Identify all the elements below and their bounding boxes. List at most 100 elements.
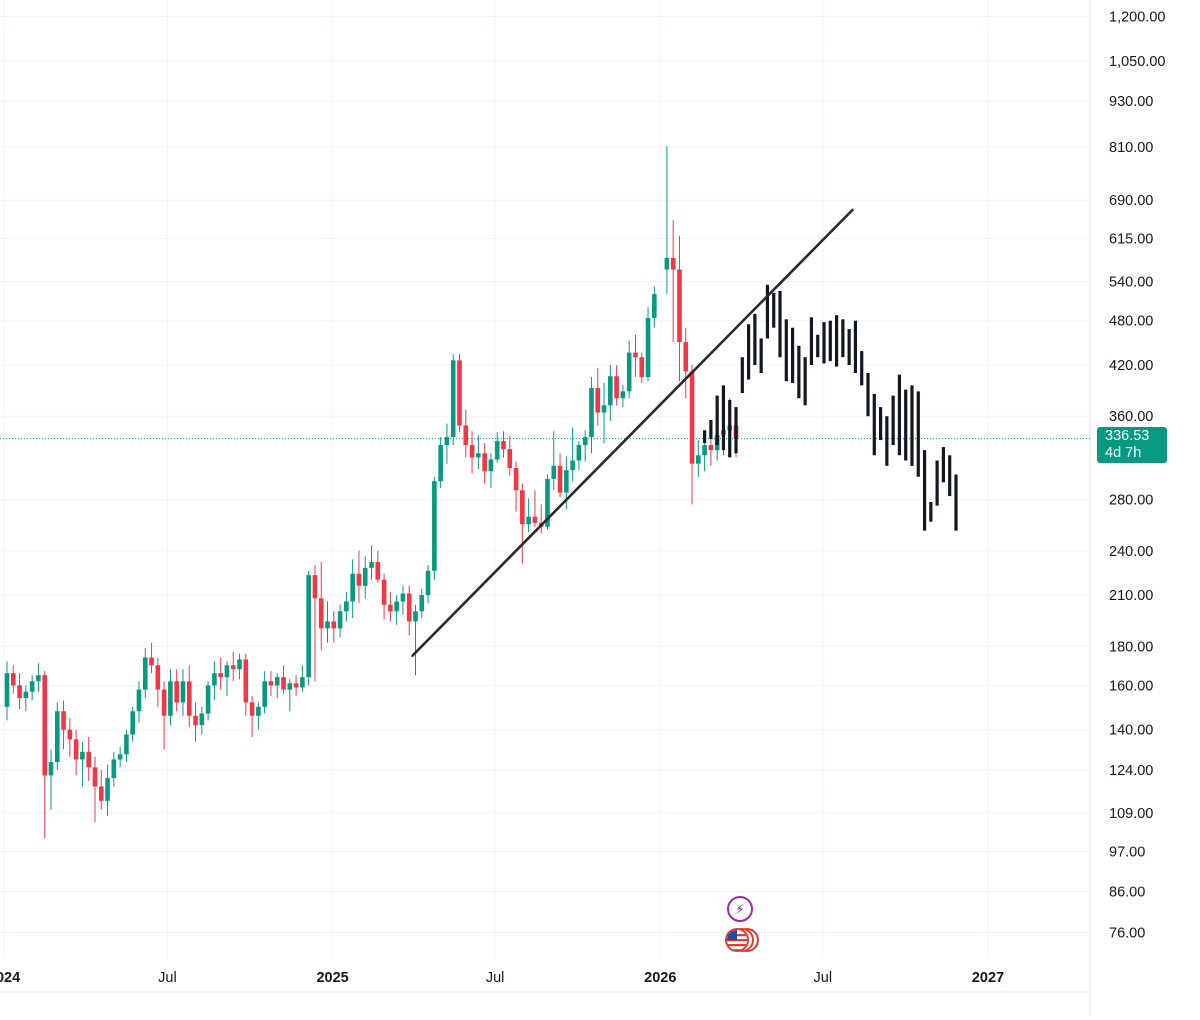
candle — [262, 671, 267, 714]
candle — [645, 307, 651, 382]
candle-body — [689, 371, 695, 464]
candle-body — [48, 762, 54, 776]
candle — [256, 702, 261, 730]
candle — [243, 653, 249, 716]
candle-body — [601, 405, 607, 413]
candle-body — [406, 593, 412, 622]
candle — [469, 431, 475, 474]
candle — [526, 498, 531, 532]
candle-body — [186, 681, 192, 716]
candle-body — [243, 659, 249, 703]
candle — [149, 642, 154, 674]
candle-body — [212, 673, 217, 686]
candle — [287, 679, 293, 712]
y-tick-label: 160.00 — [1109, 678, 1153, 694]
candle-body — [36, 675, 41, 682]
candle — [92, 756, 98, 823]
candle — [557, 453, 563, 498]
candle — [501, 431, 506, 458]
x-tick-label: 2025 — [316, 970, 348, 986]
candle — [639, 352, 645, 383]
candle-body — [142, 657, 148, 690]
x-tick-label: 2027 — [972, 970, 1004, 986]
candle — [576, 441, 582, 471]
candle-body — [61, 711, 66, 730]
candle — [80, 741, 85, 787]
x-tick-label: Jul — [158, 970, 177, 986]
candle-body — [117, 754, 123, 760]
candle-body — [608, 376, 613, 406]
candle-body — [683, 342, 689, 372]
y-tick-label: 124.00 — [1109, 763, 1153, 779]
candle-body — [400, 593, 406, 602]
candle-body — [293, 683, 299, 688]
candle-body — [494, 441, 500, 460]
candle-body — [249, 702, 255, 716]
candle — [161, 681, 167, 750]
candle — [689, 365, 695, 505]
candle — [274, 673, 280, 699]
candle-body — [469, 445, 475, 458]
y-tick-label: 240.00 — [1109, 544, 1153, 560]
candle-body — [325, 621, 330, 629]
candle-body — [155, 665, 161, 690]
candle — [381, 573, 387, 620]
candle-body — [224, 665, 230, 678]
candle-body — [394, 601, 399, 612]
lightning-event-icon[interactable]: ⚡︎ — [727, 896, 753, 922]
candle-body — [507, 449, 513, 468]
candle-body — [614, 376, 619, 399]
candle — [331, 611, 337, 643]
x-tick-label: Jul — [486, 970, 505, 986]
candle-body — [29, 681, 35, 692]
candle — [4, 661, 10, 721]
candle-body — [86, 751, 92, 768]
candle — [551, 431, 557, 491]
y-tick-label: 480.00 — [1109, 314, 1153, 330]
candle-body — [664, 257, 670, 270]
candle — [268, 671, 274, 696]
y-tick-label: 140.00 — [1109, 723, 1153, 739]
candle — [488, 453, 494, 488]
y-tick-label: 1,050.00 — [1109, 54, 1165, 70]
candle — [42, 671, 48, 839]
candle — [249, 695, 255, 737]
candle-body — [501, 441, 506, 450]
candle-body — [450, 360, 456, 438]
candle-body — [199, 713, 205, 726]
candle — [444, 423, 450, 464]
candle-body — [702, 445, 707, 456]
candle — [230, 651, 236, 682]
candle-body — [344, 601, 349, 612]
candle — [350, 559, 355, 619]
candle-body — [193, 715, 198, 726]
candle — [394, 595, 399, 625]
x-tick-label: 2024 — [0, 970, 20, 986]
candle-body — [73, 739, 79, 760]
us-flag-event-icon[interactable] — [725, 926, 761, 954]
candle-body — [237, 659, 242, 670]
candle — [589, 377, 594, 454]
candle — [356, 550, 362, 604]
candle-body — [375, 562, 381, 580]
candle — [344, 591, 349, 622]
candle-body — [130, 711, 135, 735]
candle — [601, 382, 607, 444]
candle — [463, 409, 469, 458]
candle — [174, 669, 179, 712]
candle-body — [136, 689, 142, 712]
candle-body — [174, 681, 179, 703]
candle-body — [180, 681, 186, 703]
candle-body — [80, 751, 85, 760]
candle — [375, 550, 381, 583]
candle — [457, 354, 462, 433]
candle-body — [149, 657, 154, 666]
candle-body — [696, 455, 701, 464]
candle-body — [463, 425, 469, 446]
candle-body — [205, 685, 211, 714]
y-tick-label: 86.00 — [1109, 884, 1145, 900]
candle — [413, 604, 418, 676]
candle — [180, 669, 186, 716]
